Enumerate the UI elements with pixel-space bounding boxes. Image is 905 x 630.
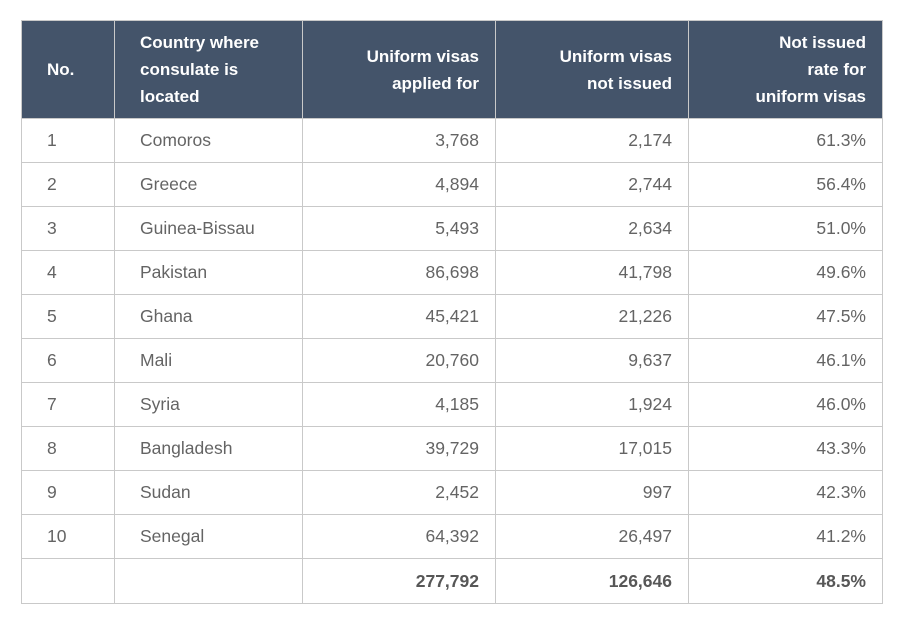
cell-no: 10 [21,514,115,559]
cell-country: Ghana [114,294,303,339]
cell-no: 1 [21,118,115,163]
cell-country: Bangladesh [114,426,303,471]
cell-country: Greece [114,162,303,207]
cell-not-issued: 2,634 [495,206,689,251]
table-row: 10 Senegal 64,392 26,497 41.2% [21,514,883,559]
header-no: No. [21,20,115,119]
header-not-issued: Uniform visas not issued [495,20,689,119]
cell-rate: 41.2% [688,514,883,559]
cell-no: 3 [21,206,115,251]
cell-applied: 3,768 [302,118,496,163]
cell-no: 6 [21,338,115,383]
table-row: 8 Bangladesh 39,729 17,015 43.3% [21,426,883,471]
header-country: Country where consulate is located [114,20,303,119]
cell-applied: 86,698 [302,250,496,295]
header-applied: Uniform visas applied for [302,20,496,119]
total-row: 277,792 126,646 48.5% [21,558,883,604]
visa-statistics-table: No. Country where consulate is located U… [21,20,883,604]
cell-rate: 49.6% [688,250,883,295]
visa-statistics-table-container: No. Country where consulate is located U… [21,20,883,604]
cell-applied: 2,452 [302,470,496,515]
cell-not-issued: 17,015 [495,426,689,471]
cell-country: Mali [114,338,303,383]
cell-rate: 46.1% [688,338,883,383]
spacer-cell [21,558,115,604]
cell-not-issued: 2,744 [495,162,689,207]
table-row: 1 Comoros 3,768 2,174 61.3% [21,118,883,163]
cell-country: Comoros [114,118,303,163]
cell-applied: 45,421 [302,294,496,339]
cell-country: Syria [114,382,303,427]
table-row: 6 Mali 20,760 9,637 46.1% [21,338,883,383]
cell-rate: 43.3% [688,426,883,471]
cell-no: 9 [21,470,115,515]
cell-applied: 39,729 [302,426,496,471]
header-not-issued-rate: Not issued rate for uniform visas [688,20,883,119]
cell-rate: 46.0% [688,382,883,427]
cell-country: Guinea-Bissau [114,206,303,251]
cell-not-issued: 41,798 [495,250,689,295]
cell-no: 8 [21,426,115,471]
cell-no: 7 [21,382,115,427]
cell-rate: 42.3% [688,470,883,515]
total-not-issued: 126,646 [495,558,689,604]
cell-applied: 4,185 [302,382,496,427]
header-row: No. Country where consulate is located U… [21,20,883,119]
spacer-cell [114,558,303,604]
table-row: 9 Sudan 2,452 997 42.3% [21,470,883,515]
cell-applied: 5,493 [302,206,496,251]
cell-not-issued: 2,174 [495,118,689,163]
cell-country: Sudan [114,470,303,515]
cell-not-issued: 21,226 [495,294,689,339]
cell-rate: 56.4% [688,162,883,207]
table-row: 7 Syria 4,185 1,924 46.0% [21,382,883,427]
table-row: 5 Ghana 45,421 21,226 47.5% [21,294,883,339]
cell-not-issued: 9,637 [495,338,689,383]
table-row: 3 Guinea-Bissau 5,493 2,634 51.0% [21,206,883,251]
total-applied: 277,792 [302,558,496,604]
cell-no: 4 [21,250,115,295]
cell-applied: 64,392 [302,514,496,559]
total-rate: 48.5% [688,558,883,604]
table-row: 4 Pakistan 86,698 41,798 49.6% [21,250,883,295]
table-row: 2 Greece 4,894 2,744 56.4% [21,162,883,207]
cell-not-issued: 1,924 [495,382,689,427]
cell-applied: 4,894 [302,162,496,207]
cell-rate: 51.0% [688,206,883,251]
cell-country: Pakistan [114,250,303,295]
cell-applied: 20,760 [302,338,496,383]
cell-no: 2 [21,162,115,207]
cell-country: Senegal [114,514,303,559]
cell-no: 5 [21,294,115,339]
cell-not-issued: 26,497 [495,514,689,559]
cell-not-issued: 997 [495,470,689,515]
cell-rate: 61.3% [688,118,883,163]
cell-rate: 47.5% [688,294,883,339]
